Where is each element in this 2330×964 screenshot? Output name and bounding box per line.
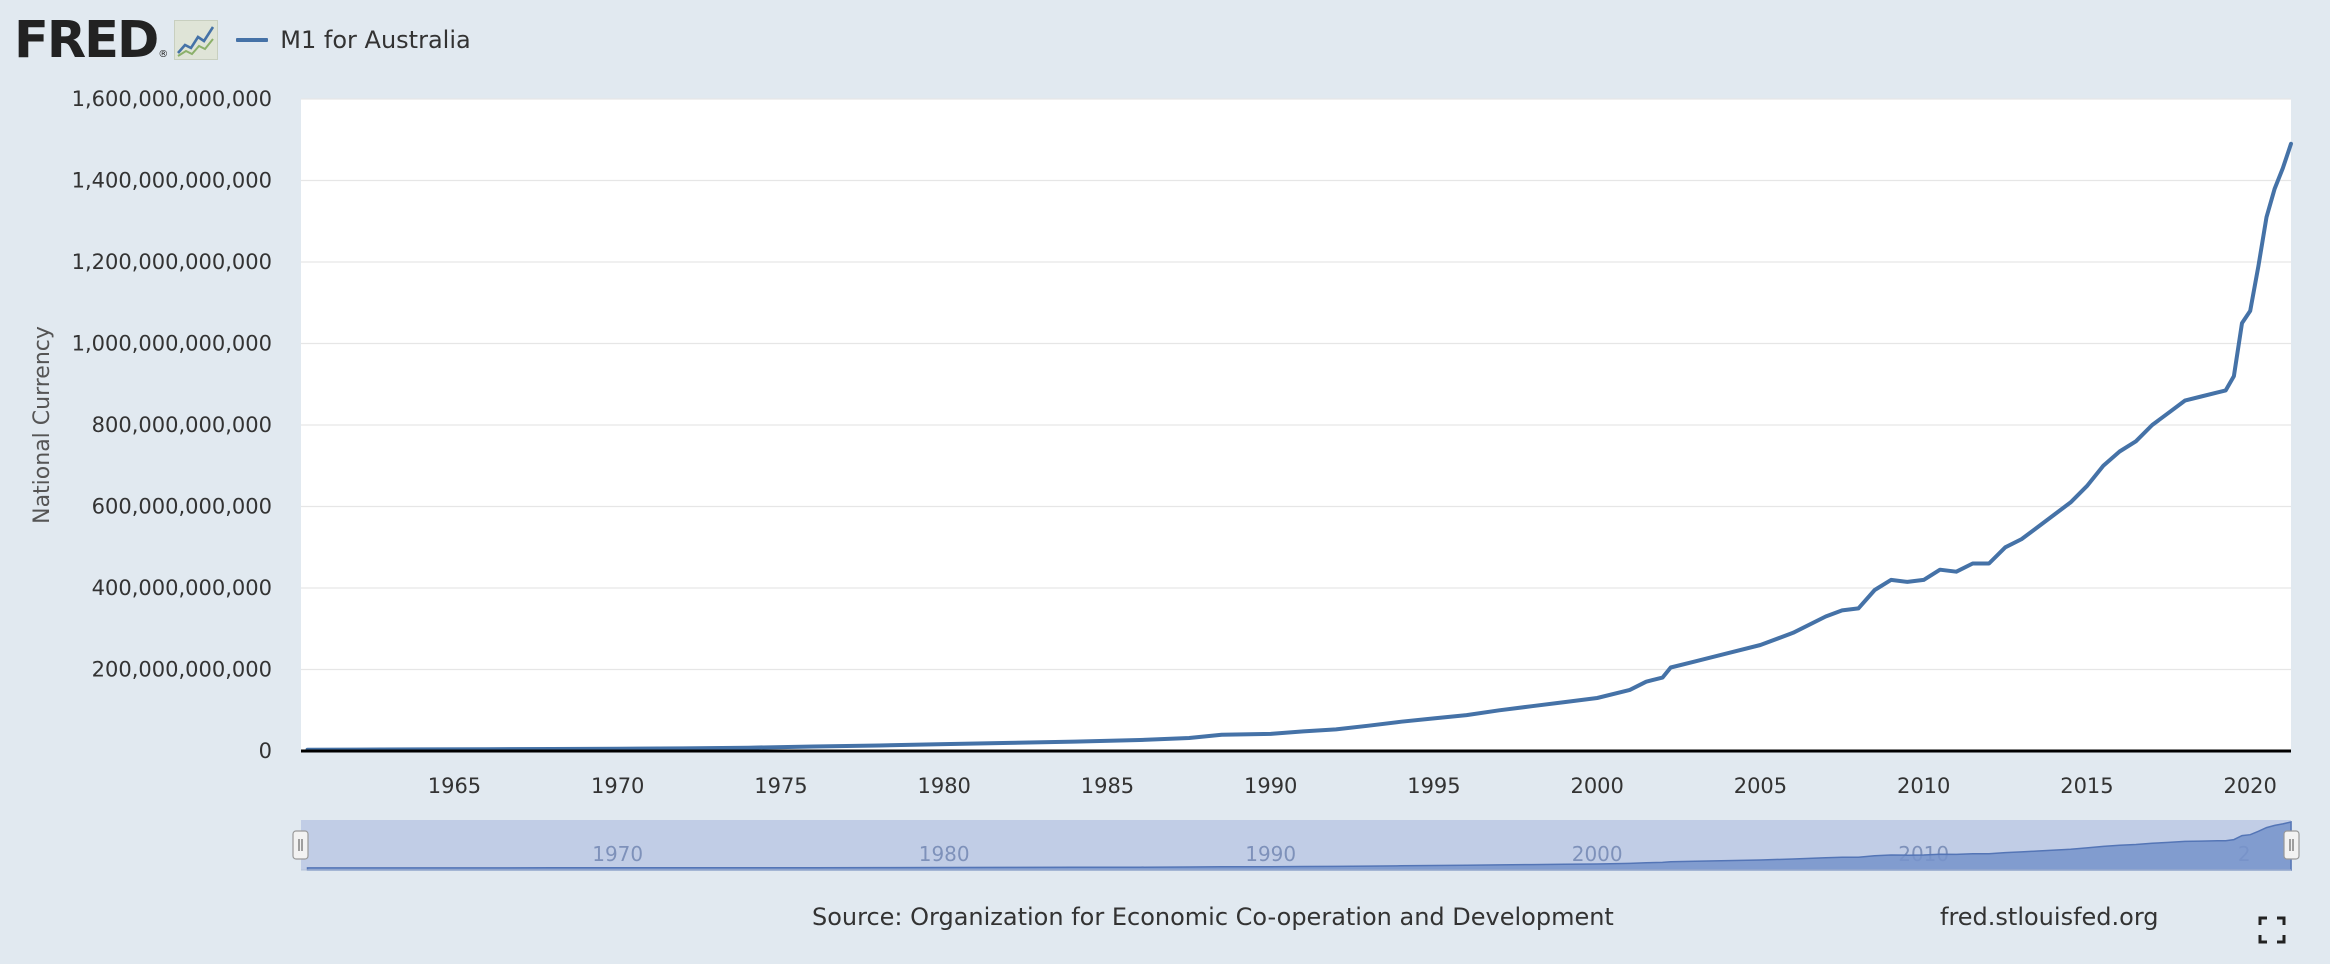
x-tick-label: 2015: [2060, 774, 2113, 798]
fred-wordmark: FRED: [14, 10, 159, 70]
x-tick-label: 2010: [1897, 774, 1950, 798]
y-tick-label: 1,200,000,000,000: [72, 250, 272, 274]
y-tick-label: 600,000,000,000: [92, 495, 272, 519]
line-chart-icon: [174, 20, 219, 60]
fred-logo[interactable]: FRED ®: [14, 10, 219, 70]
x-tick-label: 1985: [1081, 774, 1134, 798]
x-axis-labels: 1965 1970 1975 1980 1985 1990 1995 2000 2005 2010…: [428, 774, 2277, 798]
x-tick-label: 1965: [428, 774, 481, 798]
navigator-tick-label: 1980: [919, 842, 970, 866]
x-tick-label: 2000: [1570, 774, 1623, 798]
navigator-tick-label: 1990: [1245, 842, 1296, 866]
gridlines: [301, 98, 2291, 671]
legend-series-label: M1 for Australia: [280, 26, 471, 54]
y-tick-label: 1,400,000,000,000: [72, 169, 272, 193]
y-axis-labels: 0 200,000,000,000 400,000,000,000 600,000,0…: [72, 87, 272, 763]
navigator-tick-label: 1970: [592, 842, 643, 866]
x-tick-label: 1990: [1244, 774, 1297, 798]
navigator-right-handle[interactable]: [2283, 830, 2300, 860]
range-navigator[interactable]: 197019801990200020102: [292, 820, 2300, 871]
source-note: Source: Organization for Economic Co-ope…: [812, 903, 1614, 931]
legend: M1 for Australia: [236, 26, 471, 54]
legend-line-swatch: [236, 38, 269, 42]
x-tick-label: 2020: [2223, 774, 2276, 798]
y-axis-title: National Currency: [30, 326, 55, 524]
y-tick-label: 800,000,000,000: [92, 413, 272, 437]
y-tick-label: 0: [259, 739, 272, 763]
y-tick-label: 200,000,000,000: [92, 658, 272, 682]
y-tick-label: 1,600,000,000,000: [72, 87, 272, 111]
graph-header: FRED ® M1 for Australia: [14, 14, 471, 66]
x-tick-label: 1975: [754, 774, 807, 798]
registered-mark: ®: [158, 48, 169, 60]
x-tick-label: 1980: [917, 774, 970, 798]
y-tick-label: 1,000,000,000,000: [72, 332, 272, 356]
fullscreen-icon[interactable]: [2258, 916, 2286, 944]
x-tick-label: 1970: [591, 774, 644, 798]
series-layer: [305, 141, 2293, 752]
fred-url-link[interactable]: fred.stlouisfed.org: [1940, 903, 2159, 931]
navigator-tick-label: 2000: [1572, 842, 1623, 866]
x-tick-label: 1995: [1407, 774, 1460, 798]
navigator-series-area: [306, 821, 2292, 871]
series-line-m1-australia[interactable]: [305, 141, 2293, 752]
navigator-selection-mask[interactable]: [301, 820, 2291, 870]
y-tick-label: 400,000,000,000: [92, 576, 272, 600]
x-tick-label: 2005: [1734, 774, 1787, 798]
navigator-left-handle[interactable]: [292, 830, 309, 860]
